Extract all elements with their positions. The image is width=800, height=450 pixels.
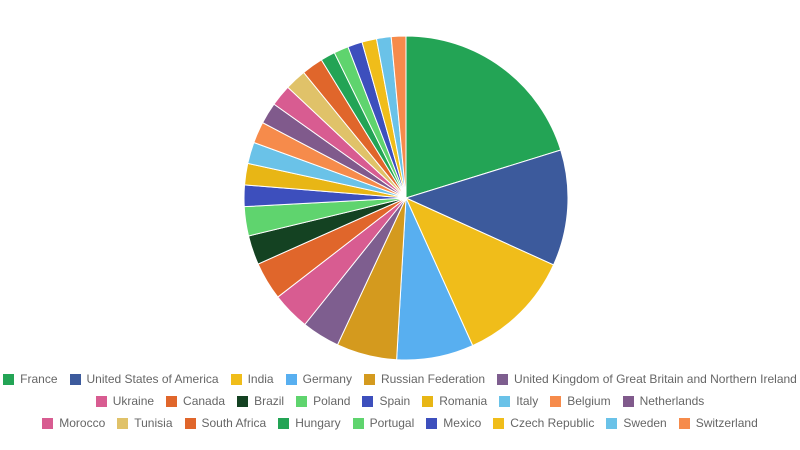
legend-swatch xyxy=(606,417,618,429)
legend-label: Canada xyxy=(183,394,226,408)
legend-swatch xyxy=(622,395,634,407)
legend-row: France United States of America India Germa… xyxy=(0,368,800,390)
legend-swatch xyxy=(352,417,364,429)
legend-row: Ukraine Canada Brazil Poland Spain Romania Ita… xyxy=(0,390,800,412)
legend-label: Switzerland xyxy=(695,416,758,430)
legend-swatch xyxy=(166,395,178,407)
legend-label: Spain xyxy=(379,394,411,408)
legend-label: Tunisia xyxy=(134,416,173,430)
legend-swatch xyxy=(499,395,511,407)
pie-slice[interactable] xyxy=(390,35,407,199)
legend-label: Morocco xyxy=(59,416,106,430)
legend-label: Ukraine xyxy=(112,394,155,408)
legend-label: Germany xyxy=(302,372,352,386)
legend-swatch xyxy=(230,373,242,385)
legend-item[interactable]: Netherlands xyxy=(622,394,705,408)
pie-slices xyxy=(243,35,569,361)
pie-chart xyxy=(243,35,569,361)
legend-item[interactable]: Switzerland xyxy=(678,416,758,430)
legend-swatch xyxy=(362,395,374,407)
legend-item[interactable]: Czech Republic xyxy=(493,416,594,430)
legend-swatch xyxy=(550,395,562,407)
legend-label: Sweden xyxy=(623,416,667,430)
legend-item[interactable]: India xyxy=(230,372,274,386)
legend-item[interactable]: Romania xyxy=(422,394,487,408)
legend-item[interactable]: South Africa xyxy=(184,416,267,430)
legend-item[interactable]: Mexico xyxy=(426,416,481,430)
legend-label: Czech Republic xyxy=(510,416,595,430)
legend-item[interactable]: Germany xyxy=(285,372,352,386)
legend-label: Poland xyxy=(313,394,351,408)
legend-item[interactable]: United Kingdom of Great Britain and Nort… xyxy=(497,372,797,386)
legend-item[interactable]: Brazil xyxy=(237,394,284,408)
pie-slice[interactable] xyxy=(404,149,569,266)
legend-item[interactable]: Spain xyxy=(362,394,410,408)
legend-label: Romania xyxy=(439,394,488,408)
legend-swatch xyxy=(184,417,196,429)
legend-item[interactable]: Hungary xyxy=(278,416,341,430)
legend-item[interactable]: Tunisia xyxy=(117,416,173,430)
legend-swatch xyxy=(493,417,505,429)
legend-swatch xyxy=(95,395,107,407)
legend-label: Netherlands xyxy=(639,394,705,408)
legend-swatch xyxy=(278,417,290,429)
legend-swatch xyxy=(117,417,129,429)
legend-item[interactable]: Sweden xyxy=(606,416,667,430)
legend-item[interactable]: Poland xyxy=(296,394,350,408)
legend-item[interactable]: Morocco xyxy=(42,416,105,430)
legend-swatch xyxy=(363,373,375,385)
legend-item[interactable]: Ukraine xyxy=(95,394,155,408)
legend-swatch xyxy=(426,417,438,429)
legend-swatch xyxy=(69,373,81,385)
legend-item[interactable]: Belgium xyxy=(550,394,611,408)
legend-swatch xyxy=(296,395,308,407)
legend-label: Hungary xyxy=(295,416,341,430)
legend-swatch xyxy=(285,373,297,385)
legend-label: South Africa xyxy=(201,416,267,430)
legend: France United States of America India Germa… xyxy=(0,368,800,434)
legend-item[interactable]: Russian Federation xyxy=(363,372,486,386)
legend-swatch xyxy=(3,373,15,385)
legend-item[interactable]: Portugal xyxy=(352,416,415,430)
legend-label: Brazil xyxy=(254,394,285,408)
legend-label: Russian Federation xyxy=(380,372,486,386)
legend-swatch xyxy=(497,373,509,385)
legend-item[interactable]: Italy xyxy=(499,394,538,408)
legend-label: United Kingdom of Great Britain and Nort… xyxy=(514,372,797,386)
legend-label: United States of America xyxy=(86,372,219,386)
legend-label: France xyxy=(20,372,58,386)
legend-swatch xyxy=(42,417,54,429)
legend-item[interactable]: France xyxy=(3,372,58,386)
legend-swatch xyxy=(422,395,434,407)
legend-label: India xyxy=(247,372,274,386)
pie-slice[interactable] xyxy=(404,196,555,347)
legend-label: Belgium xyxy=(567,394,611,408)
pie-slice[interactable] xyxy=(405,35,562,199)
legend-item[interactable]: Canada xyxy=(166,394,225,408)
legend-swatch xyxy=(678,417,690,429)
legend-row: Morocco Tunisia South Africa Hungary Portuga… xyxy=(0,412,800,434)
legend-swatch xyxy=(237,395,249,407)
legend-item[interactable]: United States of America xyxy=(69,372,219,386)
legend-label: Italy xyxy=(516,394,539,408)
legend-label: Portugal xyxy=(369,416,415,430)
legend-label: Mexico xyxy=(443,416,482,430)
